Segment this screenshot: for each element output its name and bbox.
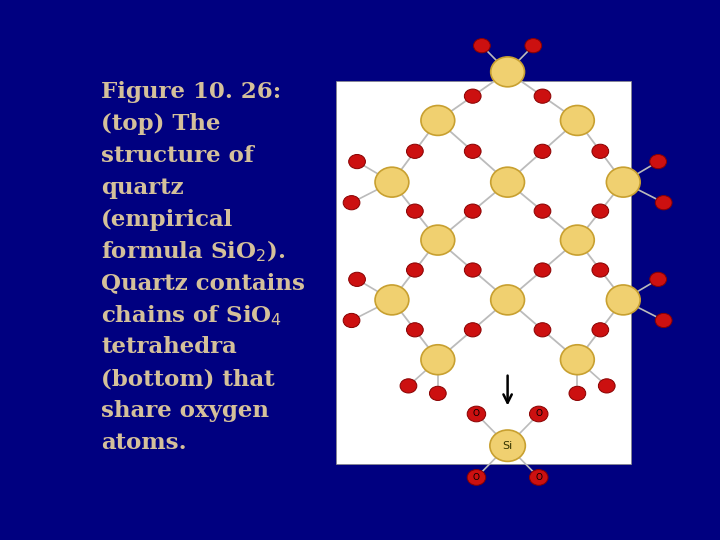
Ellipse shape bbox=[649, 272, 667, 286]
Text: O: O bbox=[473, 473, 480, 482]
Text: (bottom) that: (bottom) that bbox=[101, 368, 275, 390]
Ellipse shape bbox=[534, 144, 551, 158]
Text: O: O bbox=[535, 473, 542, 482]
Ellipse shape bbox=[421, 225, 455, 255]
Ellipse shape bbox=[407, 144, 423, 158]
Text: O: O bbox=[535, 409, 542, 418]
Ellipse shape bbox=[421, 105, 455, 136]
Ellipse shape bbox=[490, 430, 526, 461]
Ellipse shape bbox=[592, 204, 608, 218]
Ellipse shape bbox=[464, 89, 481, 103]
Ellipse shape bbox=[649, 154, 667, 168]
Ellipse shape bbox=[407, 204, 423, 218]
Ellipse shape bbox=[525, 38, 541, 53]
Ellipse shape bbox=[592, 263, 608, 277]
Ellipse shape bbox=[606, 285, 640, 315]
Text: Quartz contains: Quartz contains bbox=[101, 273, 305, 294]
Ellipse shape bbox=[560, 225, 594, 255]
Ellipse shape bbox=[491, 167, 524, 197]
Ellipse shape bbox=[467, 406, 486, 422]
Ellipse shape bbox=[534, 89, 551, 103]
Ellipse shape bbox=[491, 285, 524, 315]
Ellipse shape bbox=[534, 263, 551, 277]
Ellipse shape bbox=[529, 406, 548, 422]
FancyBboxPatch shape bbox=[336, 82, 631, 464]
Ellipse shape bbox=[407, 263, 423, 277]
Ellipse shape bbox=[569, 386, 586, 401]
Text: chains of SiO$_4$: chains of SiO$_4$ bbox=[101, 303, 282, 328]
Ellipse shape bbox=[560, 345, 594, 375]
Text: O: O bbox=[473, 409, 480, 418]
Text: Figure 10. 26:: Figure 10. 26: bbox=[101, 81, 282, 103]
Text: share oxygen: share oxygen bbox=[101, 400, 269, 422]
Ellipse shape bbox=[464, 323, 481, 337]
Ellipse shape bbox=[474, 38, 490, 53]
Text: Si: Si bbox=[503, 441, 513, 451]
Ellipse shape bbox=[534, 323, 551, 337]
Ellipse shape bbox=[464, 144, 481, 158]
Text: structure of: structure of bbox=[101, 145, 254, 167]
Ellipse shape bbox=[407, 323, 423, 337]
Ellipse shape bbox=[534, 204, 551, 218]
Ellipse shape bbox=[491, 57, 524, 87]
Text: quartz: quartz bbox=[101, 177, 184, 199]
Ellipse shape bbox=[529, 470, 548, 485]
Text: atoms.: atoms. bbox=[101, 432, 186, 454]
Ellipse shape bbox=[598, 379, 615, 393]
Ellipse shape bbox=[375, 285, 409, 315]
Ellipse shape bbox=[348, 272, 366, 286]
Ellipse shape bbox=[429, 386, 446, 401]
Text: formula SiO$_2$).: formula SiO$_2$). bbox=[101, 239, 286, 265]
Text: (top) The: (top) The bbox=[101, 113, 220, 135]
Ellipse shape bbox=[592, 144, 608, 158]
Ellipse shape bbox=[421, 345, 455, 375]
Ellipse shape bbox=[375, 167, 409, 197]
Ellipse shape bbox=[467, 470, 486, 485]
Ellipse shape bbox=[560, 105, 594, 136]
Ellipse shape bbox=[655, 195, 672, 210]
Ellipse shape bbox=[464, 263, 481, 277]
Ellipse shape bbox=[592, 323, 608, 337]
Text: tetrahedra: tetrahedra bbox=[101, 336, 237, 359]
Ellipse shape bbox=[655, 313, 672, 328]
Ellipse shape bbox=[606, 167, 640, 197]
Ellipse shape bbox=[400, 379, 417, 393]
Ellipse shape bbox=[343, 313, 360, 328]
Text: (empirical: (empirical bbox=[101, 208, 233, 231]
Ellipse shape bbox=[464, 204, 481, 218]
Ellipse shape bbox=[343, 195, 360, 210]
Ellipse shape bbox=[348, 154, 366, 168]
